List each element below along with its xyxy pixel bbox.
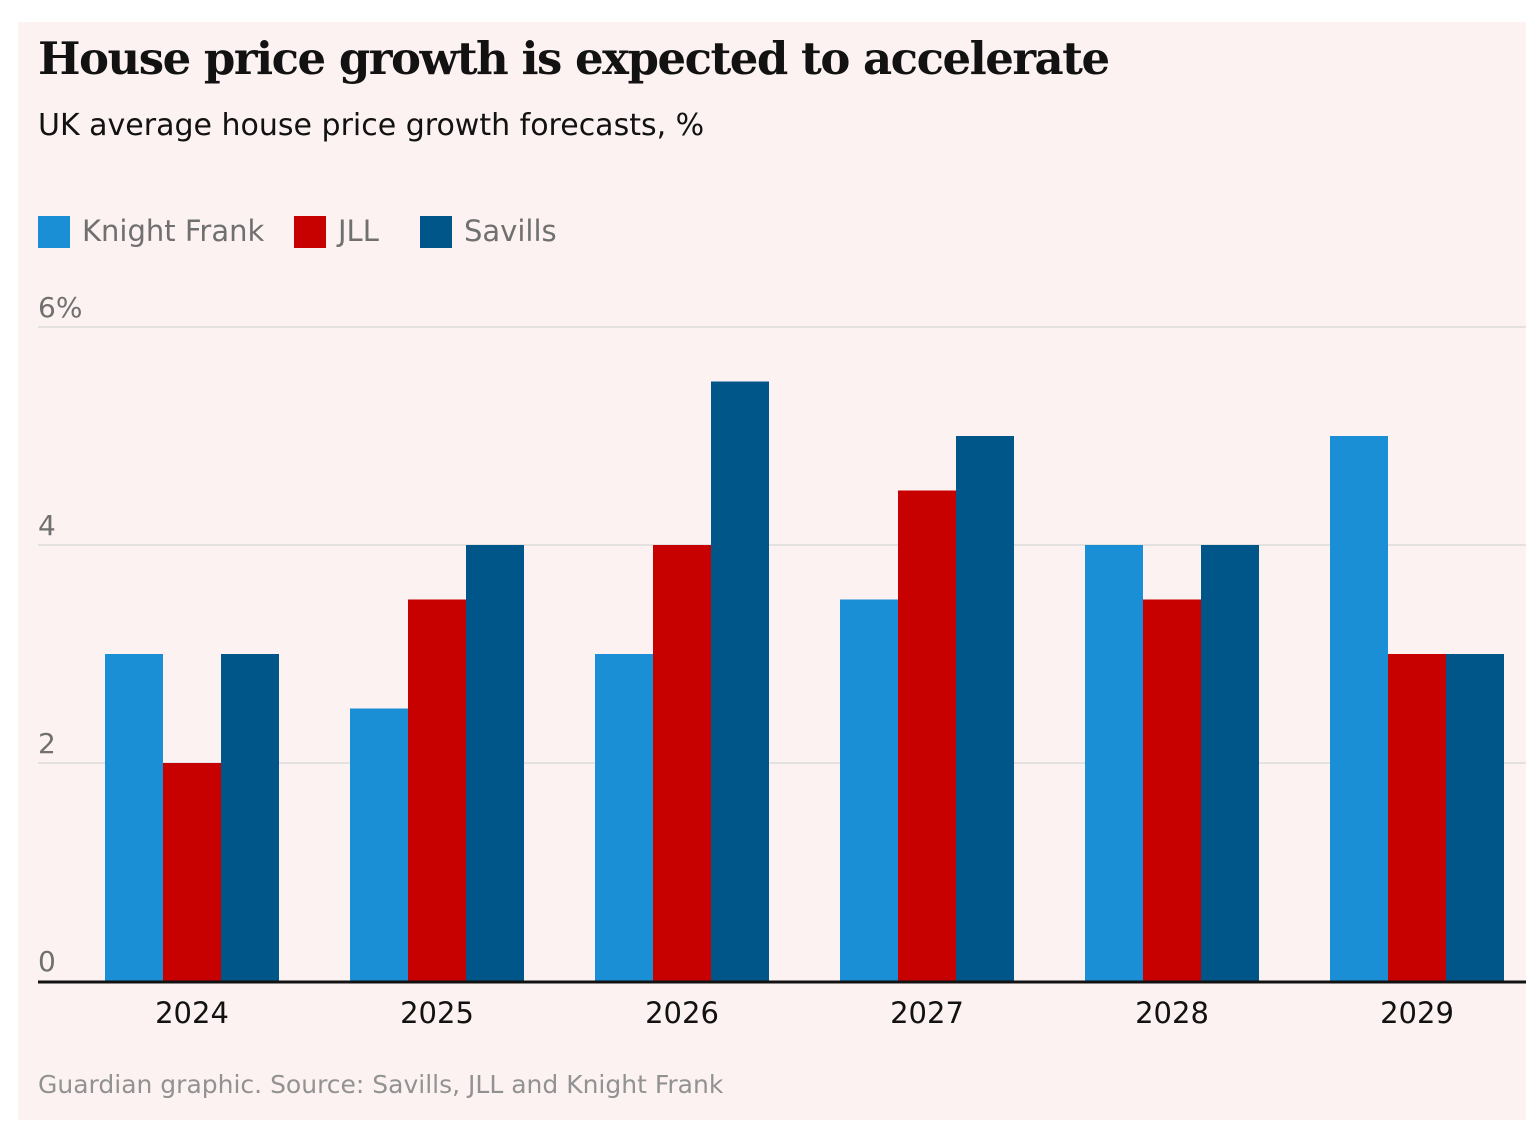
x-tick-label-2024: 2024 [155, 996, 229, 1030]
chart-subtitle: UK average house price growth forecasts,… [38, 108, 705, 143]
bar-jll-2028 [1143, 599, 1201, 981]
y-tick-label-2: 2 [38, 727, 56, 760]
x-tick-label-2026: 2026 [645, 996, 719, 1030]
legend-label-savills: Savills [464, 214, 557, 248]
bar-savills-2026 [711, 381, 769, 981]
bar-savills-2025 [466, 545, 524, 981]
bar-savills-2024 [221, 654, 279, 981]
x-tick-label-2029: 2029 [1380, 996, 1454, 1030]
bar-savills-2029 [1446, 654, 1504, 981]
bar-knight-frank-2024 [105, 654, 163, 981]
bar-jll-2026 [653, 545, 711, 981]
bar-knight-frank-2027 [840, 599, 898, 981]
x-tick-label-2028: 2028 [1135, 996, 1209, 1030]
y-tick-label-4: 4 [38, 509, 56, 542]
y-tick-label-0: 0 [38, 945, 56, 978]
chart-title: House price growth is expected to accele… [38, 32, 1110, 85]
x-tick-label-2027: 2027 [890, 996, 964, 1030]
bar-jll-2024 [163, 763, 221, 981]
bar-knight-frank-2025 [350, 708, 408, 981]
bar-jll-2029 [1388, 654, 1446, 981]
x-tick-label-2025: 2025 [400, 996, 474, 1030]
bar-jll-2025 [408, 599, 466, 981]
chart-source: Guardian graphic. Source: Savills, JLL a… [38, 1070, 724, 1099]
bar-savills-2027 [956, 436, 1014, 981]
legend-swatch-jll [294, 216, 326, 248]
legend-swatch-knight-frank [38, 216, 70, 248]
bar-knight-frank-2028 [1085, 545, 1143, 981]
legend-label-knight-frank: Knight Frank [82, 214, 265, 248]
bar-jll-2027 [898, 490, 956, 981]
legend-swatch-savills [420, 216, 452, 248]
bar-knight-frank-2026 [595, 654, 653, 981]
bar-chart-plot: 0 2 4 6% 2024 2025 2026 2027 2028 2029 [38, 291, 1526, 1030]
chart-card: House price growth is expected to accele… [18, 22, 1526, 1120]
legend-label-jll: JLL [338, 214, 379, 248]
bar-savills-2028 [1201, 545, 1259, 981]
y-tick-label-6: 6% [38, 291, 82, 324]
bar-knight-frank-2029 [1330, 436, 1388, 981]
